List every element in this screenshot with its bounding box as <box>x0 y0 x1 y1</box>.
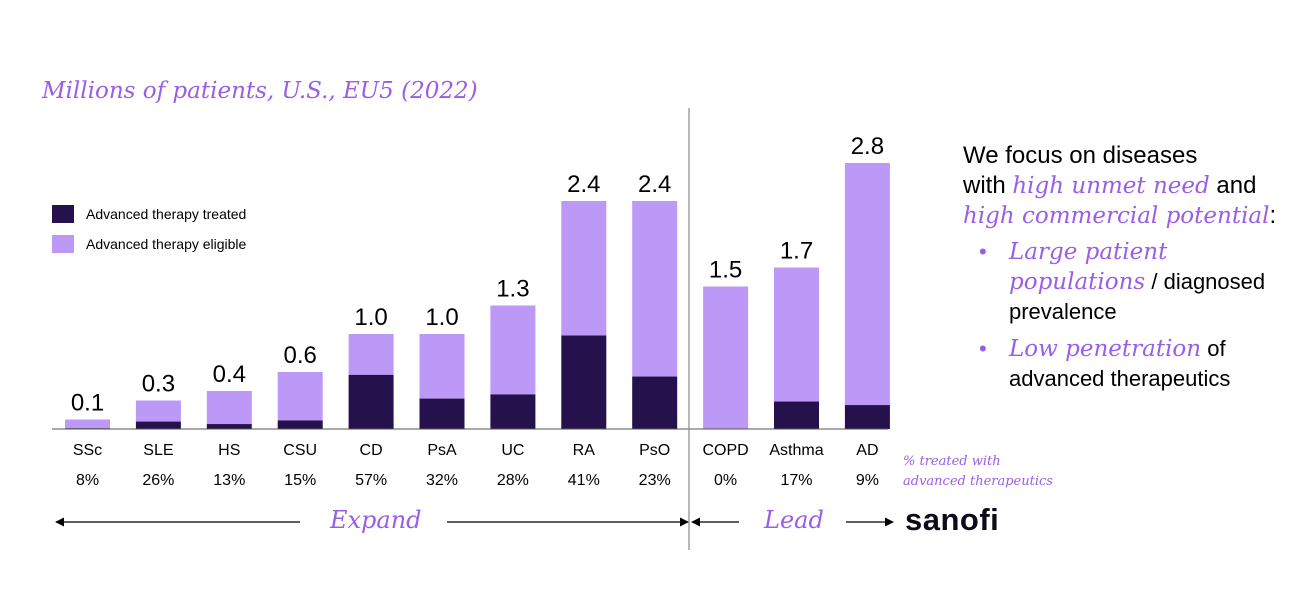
legend: Advanced therapy treated Advanced therap… <box>52 199 246 259</box>
value-label-RA: 2.4 <box>567 171 600 198</box>
focus-colon: : <box>1269 202 1277 229</box>
focus-intro-text: with <box>963 172 1013 199</box>
category-label-RA: RA <box>573 442 596 459</box>
category-label-SLE: SLE <box>143 442 173 459</box>
focus-bullets: Large patient populations / diagnosed pr… <box>963 237 1303 393</box>
focus-intro-line2: with high unmet need and <box>963 171 1303 201</box>
bullet1-text: / diagnosed prevalence <box>1009 269 1266 324</box>
value-label-AD: 2.8 <box>851 133 884 160</box>
category-label-UC: UC <box>501 442 524 459</box>
pct-treated-PsA: 32% <box>426 472 458 489</box>
value-label-CSU: 0.6 <box>284 342 317 369</box>
bar-treated-CSU <box>277 420 323 429</box>
bullet-patient-populations: Large patient populations / diagnosed pr… <box>963 237 1303 326</box>
pct-note-line1: % treated with <box>903 454 1001 469</box>
category-label-PsA: PsA <box>427 442 457 459</box>
bar-treated-PsA <box>419 398 465 429</box>
value-label-PsA: 1.0 <box>425 304 458 331</box>
expand-label: Expand <box>330 506 422 534</box>
bullet2-text: of advanced therapeutics <box>1009 336 1231 391</box>
focus-intro-line3: high commercial potential: <box>963 201 1303 231</box>
bullet2-emphasis: Low penetration <box>1009 336 1202 362</box>
bar-eligible-HS <box>206 391 252 425</box>
bar-eligible-COPD <box>703 286 749 429</box>
category-label-Asthma: Asthma <box>769 442 823 459</box>
focus-intro-and: and <box>1209 172 1257 199</box>
bar-treated-Asthma <box>774 401 819 429</box>
bar-treated-UC <box>490 394 536 429</box>
legend-label-treated: Advanced therapy treated <box>86 206 247 222</box>
pct-treated-UC: 28% <box>497 472 529 489</box>
value-label-CD: 1.0 <box>354 304 387 331</box>
bar-treated-HS <box>206 424 252 429</box>
legend-item-treated: Advanced therapy treated <box>52 199 246 229</box>
pct-treated-HS: 13% <box>213 472 245 489</box>
bar-eligible-CD <box>348 334 394 375</box>
pct-treated-COPD: 0% <box>714 472 737 489</box>
category-label-COPD: COPD <box>702 442 748 459</box>
bar-eligible-RA <box>561 201 607 336</box>
legend-swatch-treated <box>52 205 74 223</box>
pct-treated-RA: 41% <box>568 472 600 489</box>
pct-note-line2: advanced therapeutics <box>903 474 1053 489</box>
bar-eligible-PsA <box>419 334 465 399</box>
pct-treated-SLE: 26% <box>142 472 174 489</box>
pct-treated-note: % treated with advanced therapeutics <box>903 452 1053 492</box>
legend-item-eligible: Advanced therapy eligible <box>52 229 246 259</box>
value-label-SLE: 0.3 <box>142 371 175 398</box>
bar-treated-AD <box>844 405 890 429</box>
highlight-commercial-potential: high commercial potential <box>963 203 1270 229</box>
bar-eligible-CSU <box>277 372 323 421</box>
pct-treated-CD: 57% <box>355 472 387 489</box>
bar-eligible-SLE <box>135 400 181 422</box>
pct-treated-SSc: 8% <box>76 472 99 489</box>
category-label-CD: CD <box>360 442 383 459</box>
bar-eligible-Asthma <box>774 267 819 402</box>
pct-treated-PsO: 23% <box>639 472 671 489</box>
bar-eligible-UC <box>490 305 536 395</box>
category-label-PsO: PsO <box>639 442 670 459</box>
pct-treated-CSU: 15% <box>284 472 316 489</box>
bar-treated-PsO <box>632 376 678 429</box>
lead-label: Lead <box>764 506 824 534</box>
bullet-low-penetration: Low penetration of advanced therapeutics <box>963 334 1303 393</box>
bullet1-emphasis: Large patient populations <box>1009 239 1168 295</box>
focus-intro-line1: We focus on diseases <box>963 142 1198 169</box>
bar-eligible-SSc <box>65 419 110 429</box>
pct-treated-AD: 9% <box>856 472 879 489</box>
category-label-AD: AD <box>856 442 878 459</box>
value-label-SSc: 0.1 <box>71 390 104 417</box>
category-label-HS: HS <box>218 442 240 459</box>
chart-subtitle: Millions of patients, U.S., EU5 (2022) <box>42 78 478 104</box>
value-label-PsO: 2.4 <box>638 171 671 198</box>
bar-eligible-AD <box>844 163 890 406</box>
focus-panel: We focus on diseases with high unmet nee… <box>963 141 1303 401</box>
sanofi-logo: sanofi <box>905 502 1000 537</box>
value-label-HS: 0.4 <box>213 361 246 388</box>
category-label-CSU: CSU <box>283 442 317 459</box>
legend-label-eligible: Advanced therapy eligible <box>86 236 247 252</box>
bar-treated-RA <box>561 335 607 429</box>
category-label-SSc: SSc <box>73 442 102 459</box>
highlight-unmet-need: high unmet need <box>1012 173 1210 199</box>
legend-swatch-eligible <box>52 235 74 253</box>
value-label-UC: 1.3 <box>496 276 529 303</box>
pct-treated-Asthma: 17% <box>780 472 812 489</box>
bar-treated-SLE <box>135 421 181 429</box>
value-label-Asthma: 1.7 <box>780 238 813 265</box>
value-label-COPD: 1.5 <box>709 257 742 284</box>
bar-eligible-PsO <box>632 201 678 377</box>
bar-treated-CD <box>348 374 394 429</box>
